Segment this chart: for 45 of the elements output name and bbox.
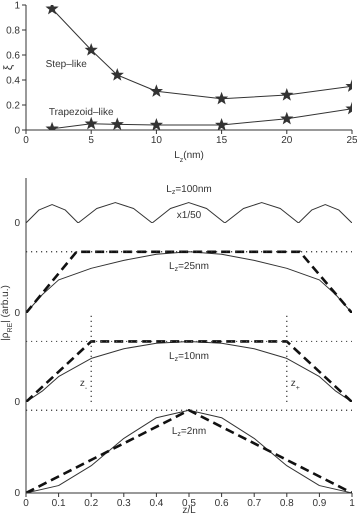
- x-tick-label: 15: [216, 135, 228, 146]
- annotation: x1/50: [176, 210, 202, 221]
- x-tick-label: 0.7: [247, 498, 262, 510]
- x-tick-label: 0.6: [214, 498, 229, 510]
- ref-line-label: z$_{+}$: [290, 378, 300, 392]
- point: [112, 69, 124, 80]
- y-tick-label: 0.6: [6, 50, 20, 62]
- point: [150, 85, 162, 96]
- y-tick-label: 0: [14, 126, 20, 137]
- x-tick-label: 1: [349, 498, 356, 510]
- x-tick-label: 0.1: [52, 498, 66, 510]
- annotation: L$_{z}$=25nm: [169, 260, 209, 274]
- x-tick-label: 0.3: [116, 498, 132, 510]
- point: [150, 119, 162, 130]
- series-label: Trapezoid–like: [48, 106, 114, 118]
- point: [46, 5, 58, 14]
- x-axis-title: L$_{z}$(nm): [174, 150, 204, 164]
- x-tick-label: 0.2: [84, 498, 99, 510]
- x-tick-label: 0.4: [149, 498, 164, 510]
- ref-line-label: z$_{-}$: [80, 378, 88, 392]
- point: [281, 89, 293, 100]
- y-tick-label: 1: [14, 0, 20, 12]
- y-tick-label: 0.2: [6, 100, 20, 112]
- x-axis-title: z/L: [182, 505, 196, 515]
- x-tick-label: 0: [23, 498, 30, 510]
- x-tick-label: 20: [281, 135, 293, 146]
- annotation: L$_{z}$=2nm: [172, 426, 206, 438]
- x-tick-label: 25: [346, 135, 357, 146]
- point: [85, 44, 97, 55]
- x-tick-label: 0.9: [312, 498, 327, 510]
- point: [85, 118, 97, 129]
- series-label: Step–like: [46, 58, 88, 70]
- point: [216, 119, 228, 130]
- annotation: L$_{z}$=10nm: [169, 350, 209, 364]
- x-tick-label: 5: [88, 135, 94, 146]
- y-tick-label: 0.4: [6, 76, 20, 87]
- x-tick-label: 10: [150, 135, 162, 146]
- point: [112, 118, 124, 130]
- y-axis-title: ξ: [1, 64, 15, 70]
- point: [216, 92, 228, 104]
- x-tick-label: 0: [23, 135, 30, 146]
- text: L$_{z}$=100nm: [166, 184, 212, 196]
- x-tick-label: 0.8: [280, 498, 294, 510]
- y-tick-label: 0.8: [6, 26, 20, 37]
- point: [281, 112, 293, 124]
